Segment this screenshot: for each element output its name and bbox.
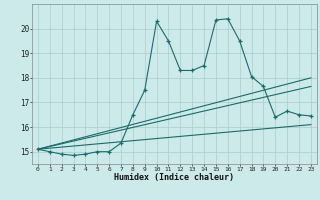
X-axis label: Humidex (Indice chaleur): Humidex (Indice chaleur) [115, 173, 234, 182]
